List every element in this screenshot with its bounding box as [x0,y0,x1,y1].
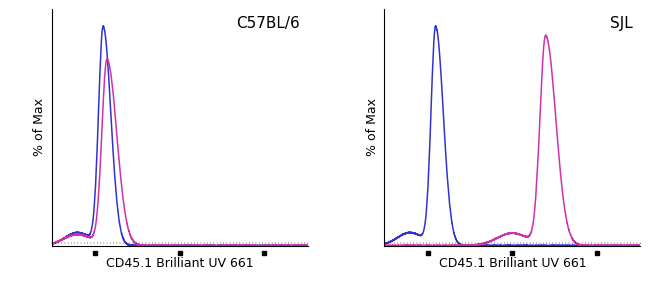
X-axis label: CD45.1 Brilliant UV 661: CD45.1 Brilliant UV 661 [106,257,254,270]
X-axis label: CD45.1 Brilliant UV 661: CD45.1 Brilliant UV 661 [439,257,586,270]
Text: C57BL/6: C57BL/6 [237,16,300,31]
Text: SJL: SJL [610,16,632,31]
Y-axis label: % of Max: % of Max [33,98,46,157]
Y-axis label: % of Max: % of Max [366,98,379,157]
